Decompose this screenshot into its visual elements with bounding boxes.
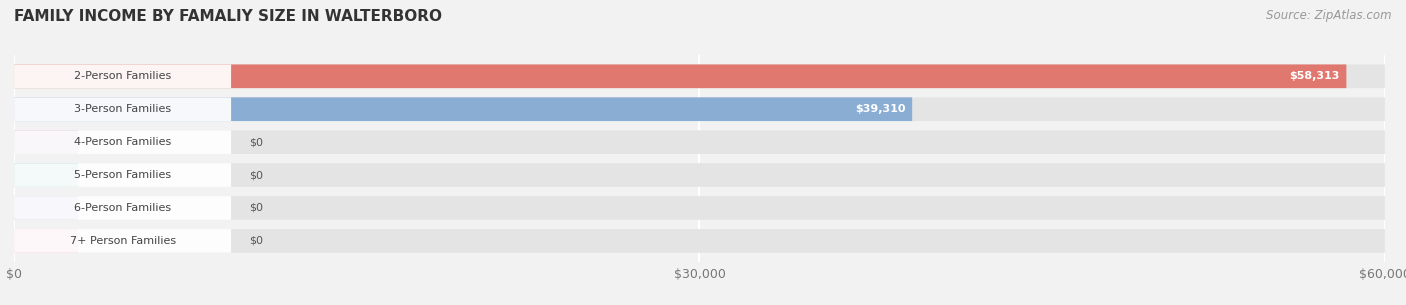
FancyBboxPatch shape (14, 97, 912, 121)
FancyBboxPatch shape (14, 196, 1385, 220)
Text: $58,313: $58,313 (1289, 71, 1340, 81)
FancyBboxPatch shape (14, 64, 1347, 88)
Text: $0: $0 (249, 236, 263, 246)
FancyBboxPatch shape (14, 196, 231, 220)
FancyBboxPatch shape (14, 163, 1385, 187)
FancyBboxPatch shape (14, 130, 1385, 154)
FancyBboxPatch shape (14, 130, 231, 154)
Text: 6-Person Families: 6-Person Families (75, 203, 172, 213)
Text: 3-Person Families: 3-Person Families (75, 104, 172, 114)
Text: FAMILY INCOME BY FAMALIY SIZE IN WALTERBORO: FAMILY INCOME BY FAMALIY SIZE IN WALTERB… (14, 9, 441, 24)
FancyBboxPatch shape (14, 64, 1385, 88)
Text: 7+ Person Families: 7+ Person Families (69, 236, 176, 246)
Text: $0: $0 (249, 203, 263, 213)
FancyBboxPatch shape (14, 97, 1385, 121)
Text: 5-Person Families: 5-Person Families (75, 170, 172, 180)
FancyBboxPatch shape (14, 64, 231, 88)
FancyBboxPatch shape (14, 130, 77, 154)
Text: 4-Person Families: 4-Person Families (75, 137, 172, 147)
FancyBboxPatch shape (14, 229, 231, 253)
Text: 2-Person Families: 2-Person Families (75, 71, 172, 81)
FancyBboxPatch shape (14, 229, 77, 253)
FancyBboxPatch shape (14, 229, 1385, 253)
FancyBboxPatch shape (14, 163, 231, 187)
Text: $0: $0 (249, 137, 263, 147)
FancyBboxPatch shape (14, 163, 77, 187)
FancyBboxPatch shape (14, 97, 231, 121)
Text: $39,310: $39,310 (855, 104, 905, 114)
Text: Source: ZipAtlas.com: Source: ZipAtlas.com (1267, 9, 1392, 22)
FancyBboxPatch shape (14, 196, 77, 220)
Text: $0: $0 (249, 170, 263, 180)
